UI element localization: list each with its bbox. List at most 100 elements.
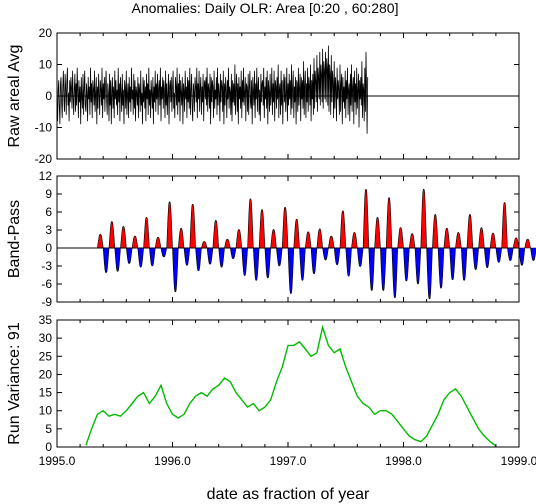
y-tick-label: 3 [45, 223, 52, 237]
bandpass-negative-pulse [195, 247, 202, 272]
bandpass-negative-pulse [507, 247, 514, 261]
bandpass-negative-pulse [310, 247, 318, 275]
y-tick-label: -9 [41, 295, 52, 309]
y-tick-label: 9 [45, 187, 52, 201]
bandpass-positive-pulse [247, 198, 254, 249]
bandpass-positive-pulse [524, 238, 531, 249]
bandpass-negative-pulse [472, 247, 479, 270]
bandpass-positive-pulse [316, 228, 323, 249]
bandpass-positive-pulse [374, 217, 381, 249]
bandpass-positive-pulse [120, 226, 127, 249]
bandpass-y-axis-title: Band-Pass [6, 200, 23, 278]
bandpass-negative-pulse [160, 247, 168, 258]
y-tick-label: -3 [41, 259, 52, 273]
bandpass-series [97, 188, 536, 300]
bandpass-negative-pulse [114, 247, 121, 272]
variance-series [85, 324, 497, 447]
bandpass-negative-pulse [495, 247, 503, 263]
bandpass-negative-pulse [276, 247, 283, 267]
y-tick-label: 20 [39, 26, 53, 40]
y-tick-label: 12 [39, 169, 53, 183]
y-tick-label: 6 [45, 205, 52, 219]
bandpass-negative-pulse [368, 247, 375, 291]
y-tick-label: 0 [45, 241, 52, 255]
y-tick-label: 30 [39, 331, 53, 345]
bandpass-negative-pulse [345, 247, 352, 277]
bandpass-positive-pulse [501, 202, 508, 249]
bandpass-positive-pulse [455, 232, 462, 249]
bandpass-y-axis: 12 9 6 3 0 -3 -6 -9 [39, 169, 519, 309]
bandpass-positive-pulse [143, 217, 150, 249]
bandpass-positive-pulse [385, 197, 393, 249]
y-tick-label: 0 [45, 440, 52, 454]
bandpass-positive-pulse [420, 188, 427, 249]
bandpass-positive-pulse [131, 235, 139, 249]
y-tick-label: 0 [45, 89, 52, 103]
y-tick-label: -10 [35, 121, 53, 135]
variance-panel-frame [56, 319, 520, 448]
y-tick-label: 15 [39, 386, 53, 400]
bandpass-negative-pulse [183, 247, 191, 266]
y-tick-label: 5 [45, 422, 52, 436]
bandpass-negative-pulse [414, 247, 422, 285]
bandpass-positive-pulse [328, 235, 335, 249]
variance-x-axis: 1995.0 1996.0 1997.0 1998.0 1999.0 [39, 33, 536, 468]
bandpass-negative-pulse [449, 247, 456, 281]
bandpass-positive-pulse [408, 233, 416, 249]
bandpass-negative-pulse [483, 247, 491, 269]
bandpass-negative-pulse [206, 247, 214, 265]
bandpass-positive-pulse [97, 233, 104, 249]
x-tick-label: 1996.0 [154, 454, 191, 468]
bandpass-positive-pulse [235, 229, 243, 249]
bandpass-positive-pulse [362, 188, 370, 249]
variance-y-axis-title: Run Variance: 91 [6, 322, 23, 445]
bandpass-positive-pulse [304, 231, 312, 249]
bandpass-negative-pulse [391, 247, 399, 299]
y-tick-label: 25 [39, 349, 53, 363]
bandpass-positive-pulse [478, 227, 485, 249]
bandpass-positive-pulse [177, 227, 185, 249]
bandpass-positive-pulse [281, 206, 289, 249]
y-tick-label: 10 [39, 404, 53, 418]
bandpass-positive-pulse [351, 232, 358, 249]
bandpass-positive-pulse [189, 203, 196, 249]
y-tick-label: 10 [39, 58, 53, 72]
bandpass-positive-pulse [512, 237, 520, 249]
y-tick-label: -6 [41, 277, 52, 291]
bandpass-positive-pulse [224, 238, 231, 249]
bandpass-positive-pulse [154, 236, 162, 249]
bandpass-negative-pulse [460, 247, 468, 281]
bandpass-positive-pulse [293, 218, 300, 249]
variance-series-line [85, 324, 497, 447]
bandpass-positive-pulse [489, 232, 497, 249]
bandpass-positive-pulse [201, 241, 208, 249]
bandpass-negative-pulse [299, 247, 306, 281]
bandpass-negative-pulse [229, 247, 237, 260]
bandpass-negative-pulse [437, 247, 445, 289]
bandpass-positive-pulse [466, 214, 474, 249]
y-tick-label: 35 [39, 313, 53, 327]
bandpass-negative-pulse [252, 247, 260, 281]
bandpass-negative-pulse [264, 247, 272, 279]
panel-raw: 20 10 0 -10 -20 Raw areal Avg [6, 26, 520, 166]
bandpass-positive-pulse [432, 214, 439, 249]
panel-bandpass: 12 9 6 3 0 -3 -6 -9 Band-Pass [6, 169, 536, 309]
bandpass-panel-frame [56, 175, 520, 303]
raw-y-axis: 20 10 0 -10 -20 [35, 26, 519, 166]
bandpass-negative-pulse [125, 247, 133, 264]
bandpass-positive-pulse [397, 227, 404, 249]
bandpass-positive-pulse [212, 220, 220, 249]
bandpass-positive-pulse [339, 210, 347, 249]
bandpass-positive-pulse [258, 209, 266, 249]
bandpass-negative-pulse [172, 247, 179, 293]
bandpass-negative-pulse [333, 247, 341, 266]
bandpass-negative-pulse [356, 247, 364, 267]
raw-series-line [56, 45, 369, 134]
bandpass-negative-pulse [218, 247, 225, 268]
bandpass-negative-pulse [287, 247, 295, 294]
x-tick-label: 1995.0 [39, 454, 76, 468]
y-tick-label: -20 [35, 152, 53, 166]
raw-y-axis-title: Raw areal Avg [6, 45, 23, 148]
x-tick-label: 1998.0 [385, 454, 422, 468]
